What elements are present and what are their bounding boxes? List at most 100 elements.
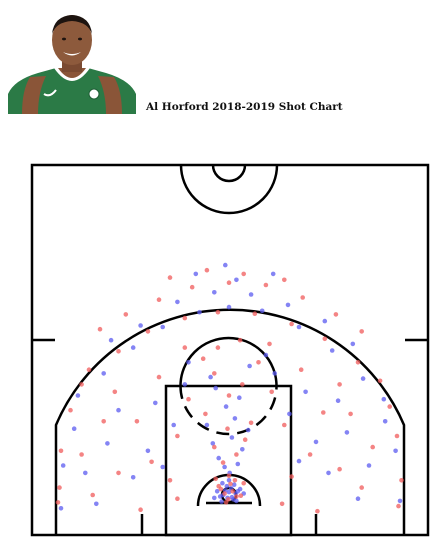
shot-point xyxy=(397,498,403,504)
shot-point xyxy=(300,295,306,300)
shot-point xyxy=(219,499,224,504)
shot-point xyxy=(204,267,210,273)
shot-point xyxy=(212,290,217,295)
shot-point xyxy=(203,411,208,417)
shot-point xyxy=(197,309,202,315)
shot-point xyxy=(241,480,246,486)
shot-point xyxy=(130,345,136,350)
shot-point xyxy=(393,448,398,454)
shot-point xyxy=(182,382,188,387)
shot-point xyxy=(282,422,287,428)
shot-point xyxy=(382,419,388,424)
three-point-line xyxy=(54,308,406,535)
shot-point xyxy=(289,474,294,479)
shot-point xyxy=(223,404,229,409)
shot-point xyxy=(296,458,302,464)
shot-point xyxy=(112,389,118,395)
shot-point xyxy=(94,501,99,507)
center-circle-inner xyxy=(211,164,247,183)
shot-point xyxy=(116,470,121,476)
shot-point xyxy=(237,395,242,401)
shot-point xyxy=(303,389,308,395)
shot-point xyxy=(287,411,292,417)
shot-point xyxy=(247,363,252,369)
shot-point xyxy=(322,336,328,342)
shot-point xyxy=(289,321,294,327)
shot-point xyxy=(186,396,191,402)
shot-point xyxy=(360,376,366,381)
shot-point xyxy=(370,444,376,450)
shot-point xyxy=(149,459,154,465)
player-headshot-icon xyxy=(8,10,136,114)
shot-point xyxy=(193,271,199,277)
shot-point xyxy=(256,360,261,365)
shot-point xyxy=(234,494,239,499)
shot-point xyxy=(348,411,353,417)
shot-point xyxy=(156,297,162,303)
shot-point xyxy=(116,349,121,354)
shot-point xyxy=(238,493,244,499)
shot-point xyxy=(60,463,66,468)
shot-point xyxy=(394,433,400,439)
shot-point xyxy=(212,495,217,501)
shot-point xyxy=(57,485,62,490)
shot-point xyxy=(222,491,227,496)
shot-point xyxy=(230,489,235,494)
shot-point xyxy=(241,271,246,277)
shot-point xyxy=(182,345,188,350)
shot-point xyxy=(355,496,361,502)
shot-point xyxy=(350,341,356,347)
shot-point xyxy=(213,476,218,482)
shot-point xyxy=(359,485,365,490)
shot-point xyxy=(213,385,218,391)
shot-point xyxy=(329,348,335,353)
chart-title: Al Horford 2018-2019 Shot Chart xyxy=(146,101,343,113)
shot-point xyxy=(204,422,210,428)
shot-point xyxy=(226,473,232,479)
shot-point xyxy=(267,341,272,347)
shot-point xyxy=(387,404,393,409)
shot-point xyxy=(167,478,173,483)
shot-point xyxy=(97,326,103,332)
shot-point xyxy=(123,312,129,317)
shot-point xyxy=(86,367,92,373)
shot-point xyxy=(175,496,180,502)
shot-point xyxy=(145,329,151,334)
shot-point xyxy=(226,280,232,286)
shot-point xyxy=(101,371,106,376)
shot-point xyxy=(68,407,73,413)
shot-point xyxy=(263,352,269,358)
shot-point xyxy=(175,433,180,439)
shot-point xyxy=(212,371,217,376)
shot-point xyxy=(83,470,88,476)
shot-point xyxy=(182,315,188,321)
shot-point xyxy=(116,407,121,413)
shot-point xyxy=(248,420,254,426)
shot-point xyxy=(138,323,143,328)
shot-point xyxy=(337,382,342,387)
shot-point xyxy=(226,489,232,495)
shot-point xyxy=(298,367,304,373)
shot-point xyxy=(215,309,221,315)
shot-point xyxy=(344,430,350,435)
shot-point xyxy=(215,345,221,350)
shot-point xyxy=(189,284,195,290)
shot-point xyxy=(269,389,275,395)
shot-point xyxy=(234,277,239,283)
shot-point xyxy=(399,478,404,483)
shot-point xyxy=(108,337,114,343)
shot-point xyxy=(79,382,84,387)
shot-point xyxy=(240,382,245,387)
shot-point xyxy=(75,393,81,398)
shot-point xyxy=(200,356,206,362)
shot-point xyxy=(216,483,221,489)
shot-point xyxy=(130,475,136,480)
shot-point xyxy=(237,486,243,492)
shot-point xyxy=(58,448,64,454)
shot-point xyxy=(245,427,251,433)
shot-point xyxy=(210,441,216,446)
shot-point xyxy=(270,271,276,277)
shot-point xyxy=(223,262,228,268)
shot-point xyxy=(231,482,237,488)
shot-point xyxy=(315,508,320,514)
